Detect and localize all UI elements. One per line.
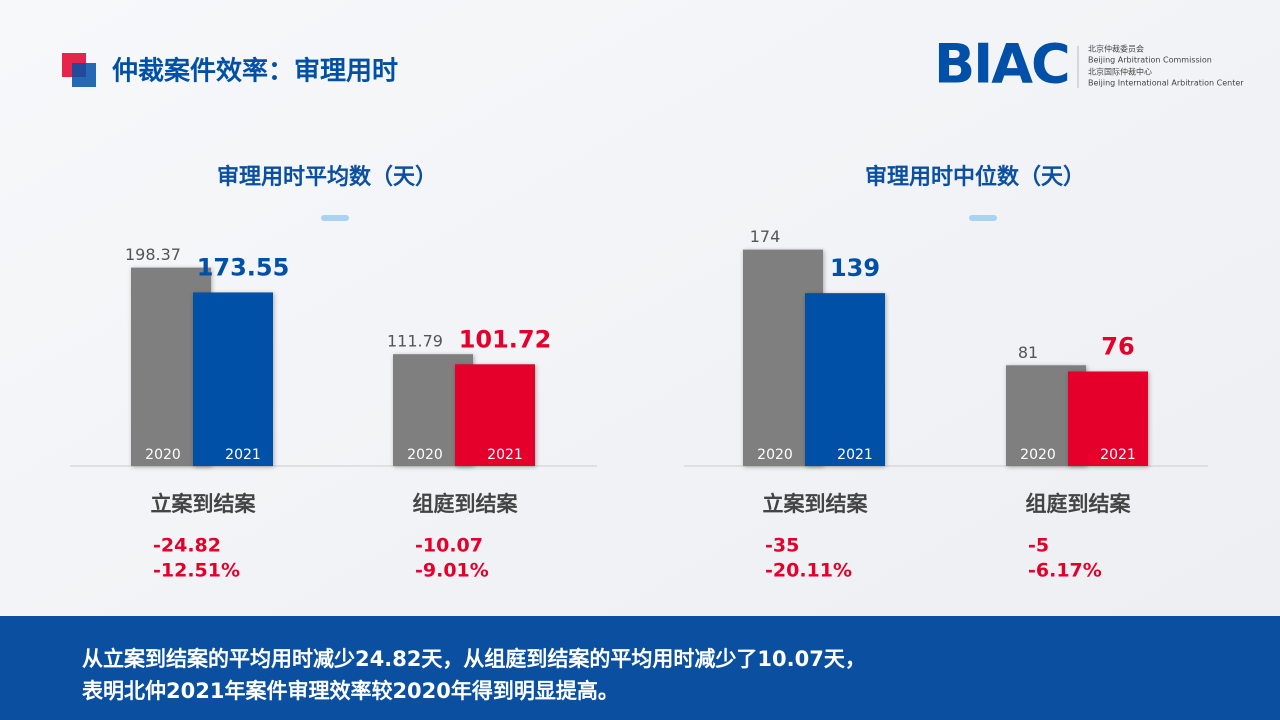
- logo-line: Beijing International Arbitration Center: [1088, 79, 1244, 88]
- chart-title: 审理用时平均数（天）: [217, 164, 437, 190]
- value-label: 101.72: [459, 325, 552, 353]
- value-label: 173.55: [197, 253, 290, 281]
- bar-year-label: 2021: [487, 447, 523, 463]
- category-label: 组庭到结案: [1026, 492, 1132, 516]
- title-pill: [969, 215, 997, 221]
- percent-change: -9.01%: [415, 560, 489, 582]
- category-label: 立案到结案: [151, 492, 257, 516]
- percent-change: -20.11%: [765, 560, 852, 582]
- category-label: 立案到结案: [763, 492, 869, 516]
- difference: -5: [1028, 535, 1049, 557]
- logo-line: 北京国际仲裁中心: [1088, 67, 1152, 77]
- value-label: 111.79: [387, 332, 443, 351]
- footer-band: [0, 616, 1280, 720]
- bar: [1068, 371, 1148, 466]
- chart-title: 审理用时中位数（天）: [865, 164, 1085, 190]
- logo: BIAC: [934, 33, 1069, 96]
- percent-change: -6.17%: [1028, 560, 1102, 582]
- value-label: 76: [1101, 332, 1134, 360]
- icon-square: [72, 63, 96, 87]
- value-label: 174: [750, 227, 781, 246]
- bar-year-label: 2021: [837, 447, 873, 463]
- percent-change: -12.51%: [153, 560, 240, 582]
- value-label: 198.37: [125, 245, 181, 264]
- footer-text: 从立案到结案的平均用时减少24.82天，从组庭到结案的平均用时减少了10.07天…: [82, 647, 866, 671]
- bar-year-label: 2021: [1100, 447, 1136, 463]
- footer-text: 表明北仲2021年案件审理效率较2020年得到明显提高。: [82, 679, 619, 703]
- difference: -35: [765, 535, 799, 557]
- bar-year-label: 2020: [407, 447, 443, 463]
- category-label: 组庭到结案: [413, 492, 519, 516]
- bar-year-label: 2020: [1020, 447, 1056, 463]
- title-pill: [321, 215, 349, 221]
- logo-line: 北京仲裁委员会: [1088, 44, 1144, 54]
- bar: [455, 364, 535, 466]
- slide-title: 仲裁案件效率：审理用时: [112, 56, 398, 87]
- bar-year-label: 2021: [225, 447, 261, 463]
- logo-line: Beijing Arbitration Commission: [1088, 56, 1212, 65]
- value-label: 81: [1018, 343, 1038, 362]
- bar-year-label: 2020: [757, 447, 793, 463]
- bar: [805, 293, 885, 466]
- difference: -10.07: [415, 535, 483, 557]
- bar: [193, 292, 273, 466]
- value-label: 139: [830, 254, 880, 282]
- bar-year-label: 2020: [145, 447, 181, 463]
- difference: -24.82: [153, 535, 221, 557]
